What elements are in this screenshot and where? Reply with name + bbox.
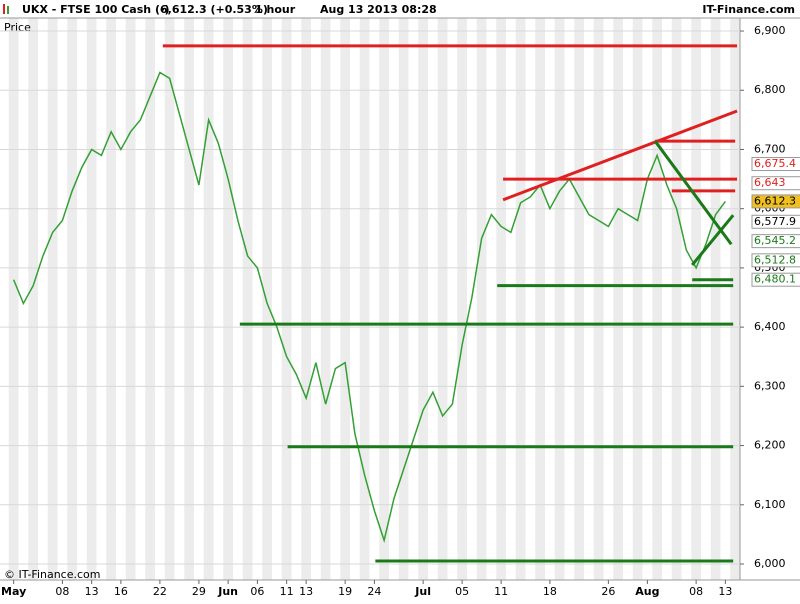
day-stripe [203, 18, 214, 580]
price-label-box [751, 272, 800, 287]
y-tick-label: 6,300 [754, 379, 786, 392]
icon [3, 4, 5, 14]
brand: IT-Finance.com [702, 3, 795, 16]
x-tick-label: 08 [689, 585, 703, 598]
day-stripe [125, 18, 136, 580]
x-tick-label: Aug [635, 585, 659, 598]
day-stripe [632, 18, 643, 580]
y-tick-label: 6,100 [754, 498, 786, 511]
icon [7, 6, 9, 14]
y-tick-label: 6,700 [754, 142, 786, 155]
x-tick-label: 08 [55, 585, 69, 598]
day-stripe [574, 18, 585, 580]
day-stripe [652, 18, 663, 580]
day-stripe [613, 18, 624, 580]
price-label: 6,512.8 [754, 253, 796, 266]
x-tick-label: Jun [217, 585, 238, 598]
x-tick-label: 22 [153, 585, 167, 598]
x-tick-label: 29 [192, 585, 206, 598]
day-stripe [457, 18, 468, 580]
day-stripe [106, 18, 117, 580]
day-stripe [379, 18, 390, 580]
price-label-box [751, 214, 800, 229]
day-stripe [593, 18, 604, 580]
timestamp: Aug 13 2013 08:28 [320, 3, 437, 16]
day-stripe [515, 18, 526, 580]
day-stripe [496, 18, 507, 580]
price-label: 6,545.2 [754, 234, 796, 247]
price-label-box [751, 234, 800, 249]
day-stripe [281, 18, 292, 580]
price-label-box [751, 176, 800, 191]
price-label-box [751, 253, 800, 268]
day-stripe [28, 18, 39, 580]
copyright: © IT-Finance.com [4, 568, 101, 581]
day-stripe [262, 18, 273, 580]
day-stripe [242, 18, 253, 580]
day-stripe [320, 18, 331, 580]
x-tick-label: 26 [601, 585, 615, 598]
day-stripe [67, 18, 78, 580]
day-stripe [164, 18, 175, 580]
x-tick-label: 19 [338, 585, 352, 598]
day-stripe [437, 18, 448, 580]
day-stripe [8, 18, 19, 580]
last-price: 6,612.3 (+0.53%) [160, 3, 268, 16]
trend-line [653, 140, 733, 246]
x-tick-label: 24 [367, 585, 381, 598]
x-tick-label: 06 [250, 585, 264, 598]
day-stripe [476, 18, 487, 580]
day-stripe [86, 18, 97, 580]
y-tick-label: 6,400 [754, 320, 786, 333]
price-label: 6,675.4 [754, 157, 796, 170]
day-stripe [554, 18, 565, 580]
day-stripe [710, 18, 721, 580]
day-stripe [418, 18, 429, 580]
day-stripe [671, 18, 682, 580]
x-tick-label: 05 [455, 585, 469, 598]
day-stripe [359, 18, 370, 580]
x-tick-label: 13 [85, 585, 99, 598]
x-tick-label: 13 [299, 585, 313, 598]
x-tick-label: 16 [114, 585, 128, 598]
price-label: 6,643 [754, 176, 786, 189]
x-tick-label: 18 [543, 585, 557, 598]
day-stripe [47, 18, 58, 580]
day-stripe [730, 18, 740, 580]
x-tick-label: 11 [494, 585, 508, 598]
day-stripe [223, 18, 234, 580]
x-tick-label: Jul [414, 585, 431, 598]
y-tick-label: 6,000 [754, 557, 786, 570]
x-tick-label: 13 [718, 585, 732, 598]
trend-line [691, 214, 735, 266]
y-tick-label: 6,800 [754, 83, 786, 96]
instrument: UKX - FTSE 100 Cash (-) [22, 3, 170, 16]
day-stripe [301, 18, 312, 580]
trend-line [502, 109, 738, 202]
price-line [12, 71, 726, 544]
price-label: 6,480.1 [754, 273, 796, 286]
y-axis-title: Price [4, 21, 31, 34]
price-label-box [751, 157, 800, 172]
day-stripe [535, 18, 546, 580]
price-label-box [751, 194, 800, 209]
x-tick-label: May [1, 585, 26, 598]
day-stripe [691, 18, 702, 580]
day-stripe [340, 18, 351, 580]
y-tick-label: 6,900 [754, 24, 786, 37]
y-tick-label: 6,200 [754, 439, 786, 452]
price-label: 6,577.9 [754, 215, 796, 228]
day-stripe [145, 18, 156, 580]
price-label: 6,612.3 [754, 194, 796, 207]
interval: 1 hour [255, 3, 296, 16]
day-stripe [398, 18, 409, 580]
day-stripe [184, 18, 195, 580]
x-tick-label: 11 [280, 585, 294, 598]
